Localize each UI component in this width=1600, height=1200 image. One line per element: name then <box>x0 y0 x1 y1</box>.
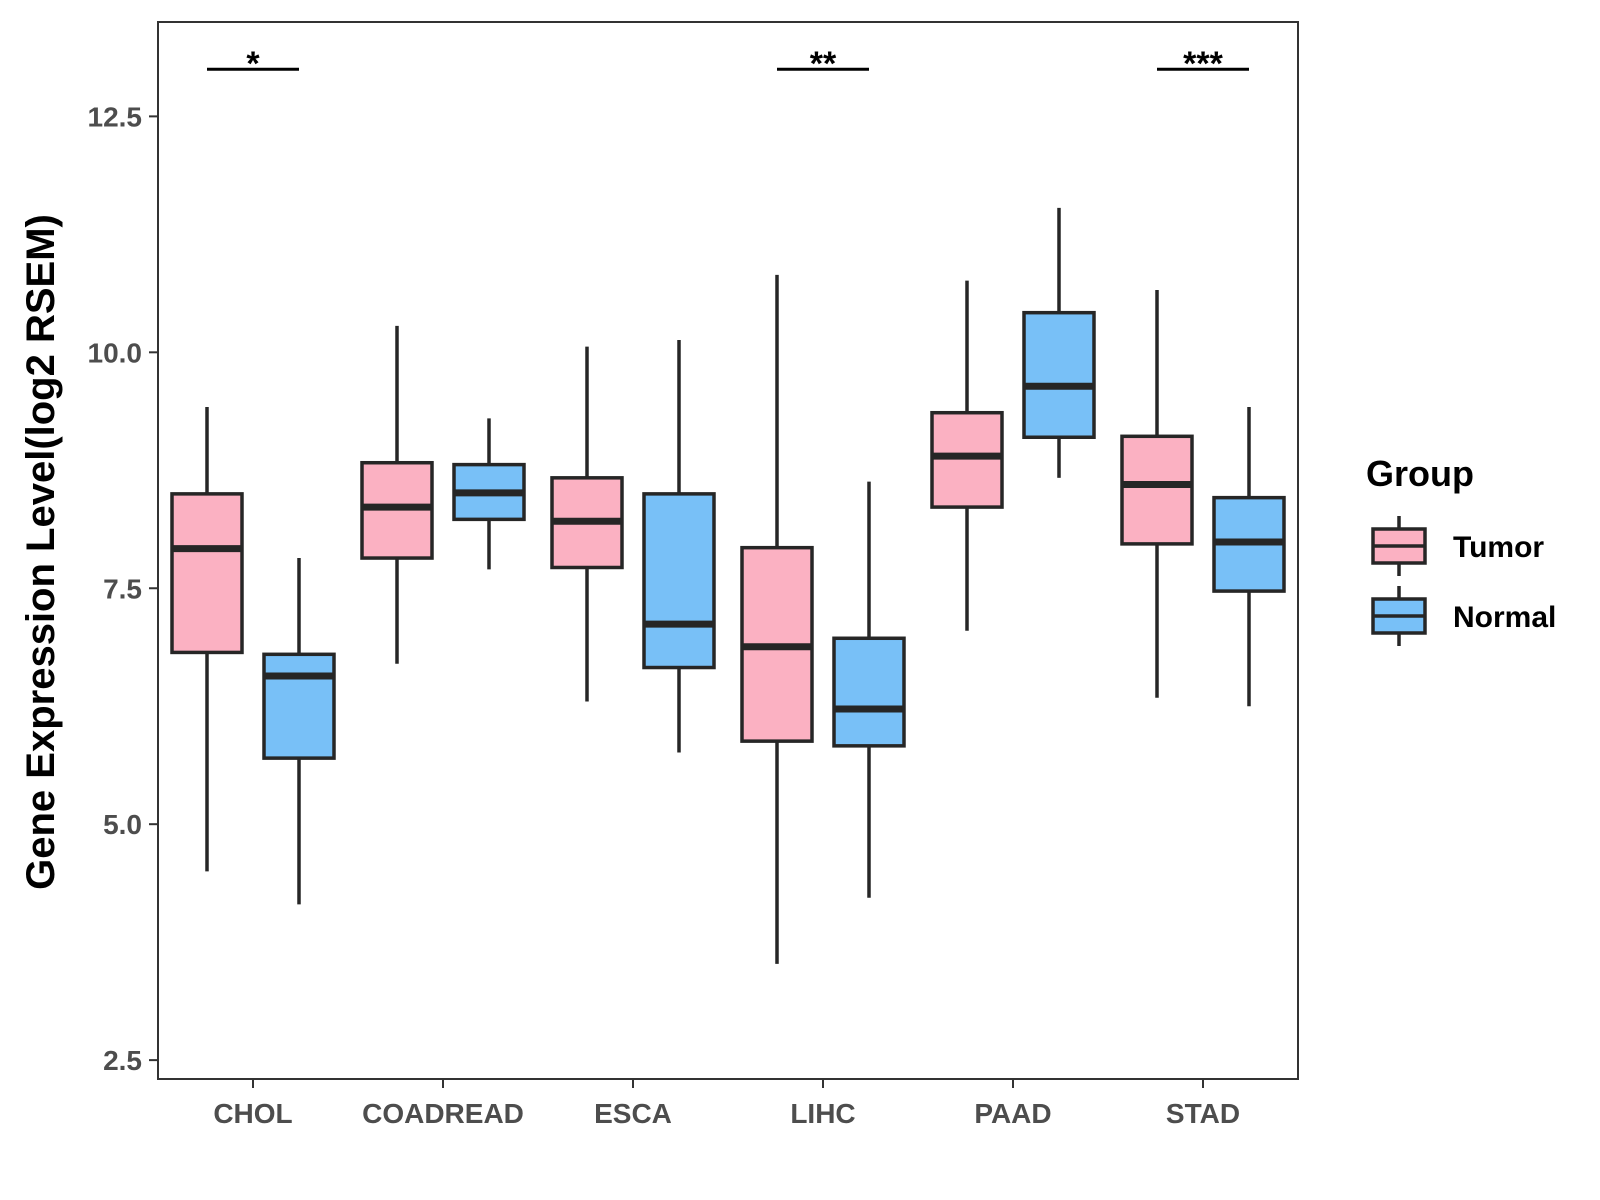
y-tick-label: 5.0 <box>103 809 142 840</box>
box-body <box>642 492 716 670</box>
box-normal-lihc <box>832 481 906 898</box>
legend-title: Group <box>1366 453 1474 494</box>
y-tick-label: 12.5 <box>88 101 143 132</box>
legend-label: Normal <box>1453 601 1556 634</box>
x-tick-label: STAD <box>1166 1098 1240 1129</box>
box-body <box>930 410 1004 509</box>
y-axis: 2.5 5.0 7.5 10.0 12.5 <box>88 101 158 1076</box>
box-normal-paad <box>1022 207 1096 478</box>
y-tick-label: 2.5 <box>103 1045 142 1076</box>
box-normal-coadread <box>452 418 526 570</box>
y-tick-label: 7.5 <box>103 573 142 604</box>
box-body <box>262 652 336 760</box>
legend-item-tumor: Tumor <box>1371 516 1544 576</box>
plot-panel-border <box>157 21 1299 1080</box>
y-tick-label: 10.0 <box>88 337 143 368</box>
x-axis: CHOL COADREAD ESCA LIHC PAAD STAD <box>213 1079 1240 1129</box>
box-normal-esca <box>642 340 716 753</box>
box-body <box>170 492 244 655</box>
y-axis-title: Gene Expression Level(log2 RSEM) <box>19 214 63 890</box>
box-series <box>170 207 1286 964</box>
significance-label: *** <box>1183 45 1223 83</box>
significance-label: ** <box>810 45 837 83</box>
box-body <box>832 636 906 748</box>
legend-label: Tumor <box>1453 531 1544 564</box>
x-tick-label: PAAD <box>974 1098 1051 1129</box>
significance-annotations: * ** *** <box>207 45 1249 83</box>
box-body <box>1120 434 1194 546</box>
box-normal-stad <box>1212 407 1286 707</box>
legend-item-normal: Normal <box>1371 586 1556 646</box>
x-tick-label: ESCA <box>594 1098 672 1129</box>
box-tumor-stad <box>1120 290 1194 698</box>
box-tumor-chol <box>170 407 244 872</box>
significance-label: * <box>246 45 260 83</box>
box-tumor-coadread <box>360 325 434 664</box>
box-normal-chol <box>262 558 336 905</box>
box-tumor-esca <box>550 346 624 702</box>
box-body <box>1022 310 1096 439</box>
box-tumor-lihc <box>740 274 814 964</box>
box-tumor-paad <box>930 280 1004 631</box>
x-tick-label: COADREAD <box>362 1098 524 1129</box>
x-tick-label: LIHC <box>790 1098 855 1129</box>
x-tick-label: CHOL <box>213 1098 292 1129</box>
legend: Group Tumor Normal <box>1366 453 1556 646</box>
